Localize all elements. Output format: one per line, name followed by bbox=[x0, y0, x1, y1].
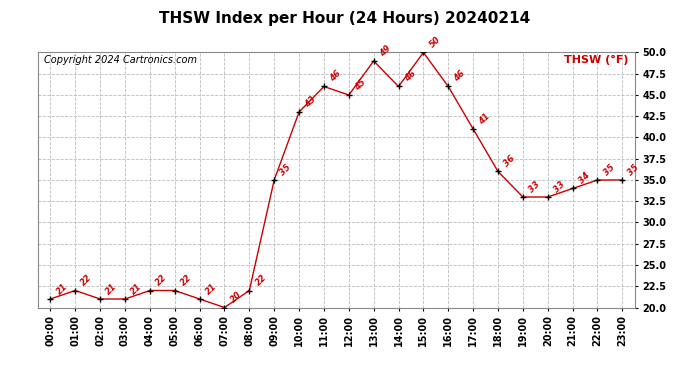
Text: 45: 45 bbox=[353, 78, 368, 92]
Text: THSW (°F): THSW (°F) bbox=[564, 55, 629, 65]
Text: 43: 43 bbox=[303, 94, 318, 109]
Text: 21: 21 bbox=[104, 282, 119, 296]
Text: 21: 21 bbox=[204, 282, 219, 296]
Text: 35: 35 bbox=[627, 162, 641, 177]
Text: 22: 22 bbox=[79, 273, 94, 288]
Text: 46: 46 bbox=[403, 69, 417, 84]
Text: 22: 22 bbox=[179, 273, 194, 288]
Text: 50: 50 bbox=[428, 35, 442, 50]
Text: 22: 22 bbox=[253, 273, 268, 288]
Text: 34: 34 bbox=[577, 171, 591, 186]
Text: 49: 49 bbox=[378, 44, 393, 58]
Text: Copyright 2024 Cartronics.com: Copyright 2024 Cartronics.com bbox=[44, 55, 197, 65]
Text: 36: 36 bbox=[502, 154, 517, 169]
Text: 35: 35 bbox=[278, 162, 293, 177]
Text: 21: 21 bbox=[55, 282, 69, 296]
Text: 46: 46 bbox=[453, 69, 467, 84]
Text: 33: 33 bbox=[552, 180, 566, 194]
Text: THSW Index per Hour (24 Hours) 20240214: THSW Index per Hour (24 Hours) 20240214 bbox=[159, 11, 531, 26]
Text: 46: 46 bbox=[328, 69, 343, 84]
Text: 33: 33 bbox=[527, 180, 542, 194]
Text: 41: 41 bbox=[477, 111, 492, 126]
Text: 21: 21 bbox=[129, 282, 144, 296]
Text: 35: 35 bbox=[602, 162, 616, 177]
Text: 22: 22 bbox=[154, 273, 168, 288]
Text: 20: 20 bbox=[228, 290, 244, 305]
